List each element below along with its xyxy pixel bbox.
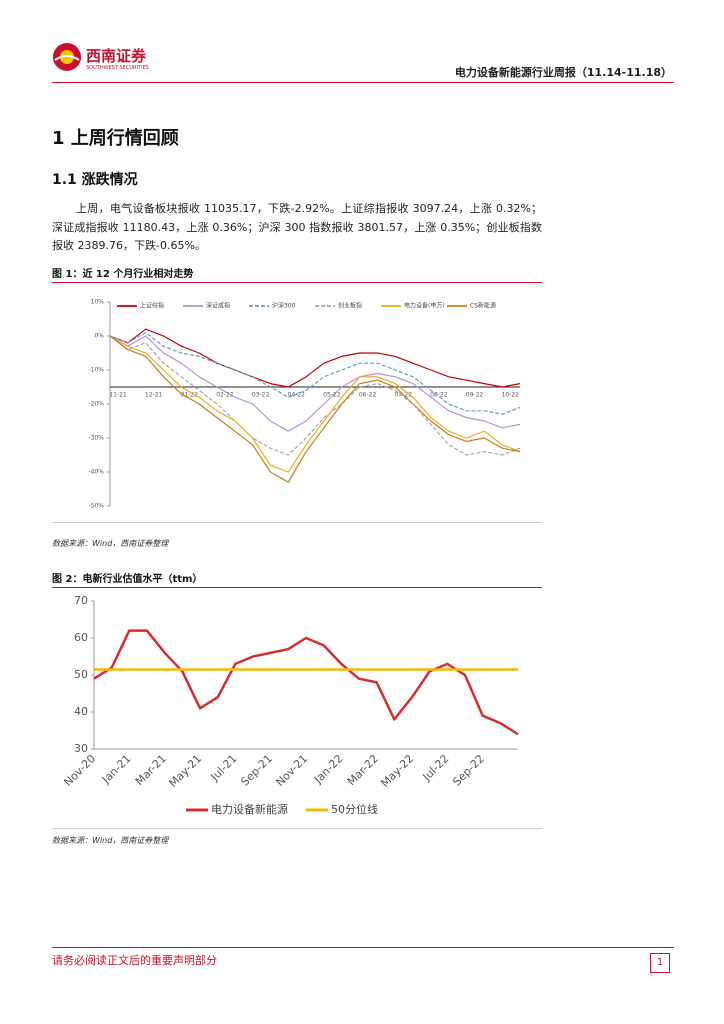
y-tick-label: 30 (74, 742, 88, 755)
x-tick-label: Mar-22 (345, 752, 381, 788)
x-tick-label: 05-22 (323, 392, 341, 399)
legend-label: 沪深300 (272, 302, 296, 310)
chart: 10% 0% -10% -20% -30% -40% -50% 11-21 12-21 01-22… (88, 299, 521, 510)
logo-icon (53, 43, 81, 71)
x-tick-label: 11-21 (109, 392, 127, 399)
y-tick-label: -30% (88, 435, 104, 442)
figure-caption: 图 2：电新行业估值水平（ttm） (52, 574, 203, 585)
x-tick-label: Mar-21 (133, 752, 169, 788)
x-tick-label: Jul-22 (420, 752, 452, 784)
series-line (109, 335, 521, 456)
y-tick-label: -50% (88, 503, 104, 510)
page-number: 1 (650, 953, 670, 973)
header-title: 电力设备新能源行业周报（11.14-11.18） (454, 66, 672, 79)
logo-cn: 西南证券 (86, 47, 147, 65)
figure-source: 数据来源：Wind，西南证券整理 (52, 539, 169, 548)
y-tick-label: -10% (88, 367, 104, 374)
y-tick-label: 70 (74, 594, 88, 607)
header-rule (52, 82, 674, 83)
figure-rule (52, 828, 542, 829)
y-tick-label: 60 (74, 631, 88, 644)
legend-label: 电力设备新能源 (211, 802, 288, 816)
legend-label: 深证成指 (206, 302, 230, 310)
x-tick-label: 06-22 (359, 392, 377, 399)
series-line (109, 332, 521, 415)
legend-label: 创业板指 (338, 302, 362, 310)
x-tick-label: 08-22 (430, 392, 448, 399)
x-tick-label: 01-22 (181, 392, 199, 399)
heading: 1 上周行情回顾 (52, 128, 179, 149)
series-line (93, 629, 519, 736)
x-tick-label: 03-22 (252, 392, 270, 399)
y-tick-label: 0% (94, 333, 104, 340)
x-tick-label: Jan-22 (311, 752, 346, 787)
x-tick-label: Sep-21 (238, 752, 275, 789)
x-tick-label: 02-22 (216, 392, 234, 399)
subheading: 1.1 涨跌情况 (52, 172, 138, 188)
legend-label: CS新能源 (470, 302, 496, 310)
x-tick-label: Jul-21 (208, 752, 240, 784)
legend-label: 50分位线 (331, 802, 378, 816)
x-tick-label: 12-21 (145, 392, 163, 399)
x-tick-label: Nov-20 (61, 752, 98, 789)
y-tick-label: 40 (74, 705, 88, 718)
logo-en: SOUTHWEST SECURITIES (86, 65, 149, 71)
y-tick-label: 10% (91, 299, 105, 306)
x-tick-label: Jan-21 (99, 752, 134, 787)
x-tick-label: 10-22 (501, 392, 519, 399)
x-tick-label: Nov-21 (273, 752, 310, 789)
footer-rule (52, 947, 674, 948)
x-tick-label: 09-22 (466, 392, 484, 399)
x-tick-label: Sep-22 (450, 752, 487, 789)
series-line (109, 335, 521, 432)
series-line (109, 328, 521, 388)
figure-source: 数据来源：Wind，西南证券整理 (52, 836, 169, 845)
footer-note: 请务必阅读正文后的重要声明部分 (52, 954, 217, 967)
figure-rule (52, 522, 542, 523)
x-tick-label: May-22 (378, 752, 416, 790)
series-line (109, 335, 521, 473)
figure-caption: 图 1：近 12 个月行业相对走势 (52, 269, 194, 280)
y-tick-label: -40% (88, 469, 104, 476)
caption-rule (52, 282, 542, 283)
x-tick-label: 04-22 (288, 392, 306, 399)
x-tick-label: May-21 (166, 752, 204, 790)
y-tick-label: -20% (88, 401, 104, 408)
series-line (109, 335, 521, 483)
paragraph: 上周，电气设备板块报收 11035.17，下跌-2.92%。上证综指报收 309… (52, 202, 542, 252)
y-tick-label: 50 (74, 668, 88, 681)
caption-rule (52, 587, 542, 588)
legend-label: 上证综指 (140, 302, 164, 310)
legend-label: 电力设备(申万) (404, 302, 445, 310)
